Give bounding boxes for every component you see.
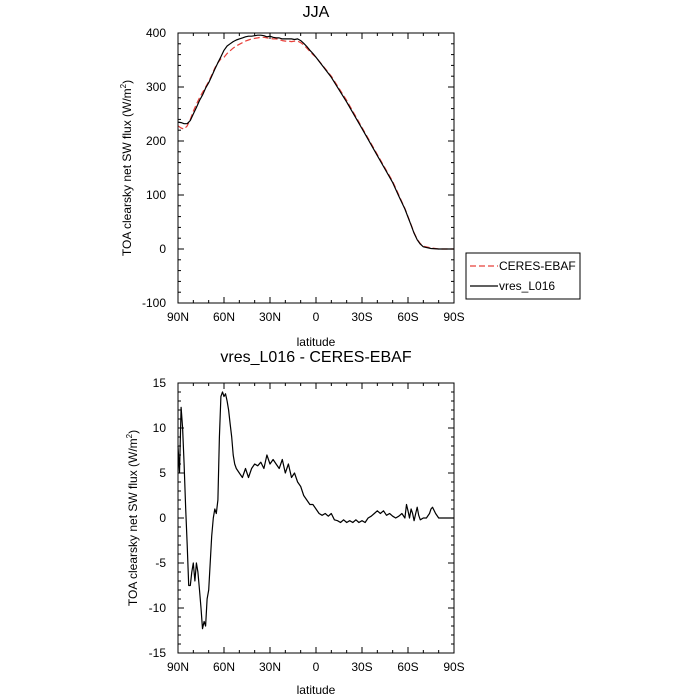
bottom-ylabel-sup: 2 — [125, 433, 134, 438]
bottom-xtick-label: 0 — [313, 660, 320, 674]
bottom-ytick-label: -5 — [155, 556, 166, 570]
top-ylabel-end: ) — [120, 80, 134, 84]
top-x-ticks: 90N 60N 30N 0 30S 60S 90S — [167, 33, 465, 324]
bottom-xtick-label: 60N — [213, 660, 235, 674]
top-xlabel: latitude — [297, 335, 336, 349]
top-ylabel: TOA clearsky net SW flux (W/m2) — [119, 80, 134, 256]
bottom-xtick-label: 60S — [397, 660, 418, 674]
top-ylabel-sup: 2 — [119, 83, 128, 88]
top-title: JJA — [303, 4, 330, 21]
top-xtick-label: 60S — [397, 310, 418, 324]
top-series-line-a — [177, 36, 454, 250]
bottom-ytick-label: 0 — [159, 511, 166, 525]
bottom-plot-frame — [177, 382, 455, 654]
top-plot-frame — [177, 32, 455, 304]
bottom-xtick-label: 90S — [443, 660, 464, 674]
legend-label-vres: vres_L016 — [499, 279, 555, 293]
bottom-series-line-a — [177, 391, 454, 630]
panel-bottom: vres_L016 - CERES-EBAF TOA clearsky net … — [125, 349, 465, 697]
top-xtick-label: 90N — [167, 310, 189, 324]
top-xtick-label: 30N — [259, 310, 281, 324]
legend: CERES-EBAF vres_L016 — [465, 252, 581, 300]
bottom-xtick-label: 30N — [259, 660, 281, 674]
top-ytick-label: 200 — [146, 134, 166, 148]
top-series-line-b — [177, 34, 454, 250]
top-ylabel-main: TOA clearsky net SW flux (W/m — [120, 88, 134, 256]
legend-label-ceres: CERES-EBAF — [499, 259, 576, 273]
top-xtick-label: 60N — [213, 310, 235, 324]
top-ytick-label: 100 — [146, 188, 166, 202]
bottom-ytick-label: 15 — [153, 376, 167, 390]
bottom-series — [177, 391, 454, 630]
top-xtick-label: 90S — [443, 310, 464, 324]
legend-box — [465, 252, 581, 300]
bottom-ytick-label: -15 — [149, 646, 167, 660]
bottom-xlabel: latitude — [297, 683, 336, 697]
panel-top: JJA TOA clearsky net SW flux (W/m2) lati… — [119, 4, 465, 349]
bottom-ytick-label: 5 — [159, 466, 166, 480]
top-xtick-label: 30S — [351, 310, 372, 324]
bottom-xtick-label: 90N — [167, 660, 189, 674]
top-xtick-label: 0 — [313, 310, 320, 324]
bottom-x-ticks: 90N 60N 30N 0 30S 60S 90S — [167, 383, 465, 674]
bottom-y-ticks: -15 -10 -5 0 5 10 15 — [149, 376, 454, 660]
bottom-xtick-label: 30S — [351, 660, 372, 674]
top-ytick-label: 0 — [159, 242, 166, 256]
bottom-ylabel-main: TOA clearsky net SW flux (W/m — [126, 438, 140, 606]
bottom-ytick-label: -10 — [149, 601, 167, 615]
bottom-ylabel: TOA clearsky net SW flux (W/m2) — [125, 430, 140, 606]
top-y-ticks: -100 0 100 200 300 400 — [142, 26, 454, 310]
top-ytick-label: -100 — [142, 296, 166, 310]
bottom-ylabel-end: ) — [126, 430, 140, 434]
bottom-ytick-label: 10 — [153, 421, 167, 435]
bottom-title: vres_L016 - CERES-EBAF — [220, 349, 411, 366]
top-ytick-label: 300 — [146, 80, 166, 94]
top-ytick-label: 400 — [146, 26, 166, 40]
top-series — [177, 34, 454, 250]
